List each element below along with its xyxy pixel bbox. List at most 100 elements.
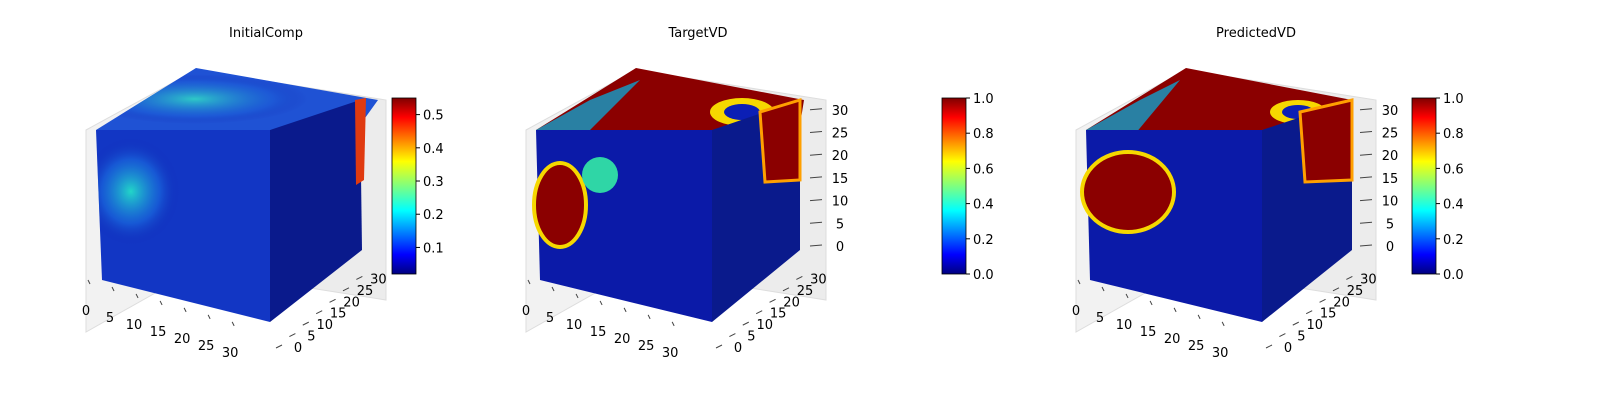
x-tick-mark	[159, 300, 163, 306]
cube-right-face	[270, 100, 362, 322]
y-tick-mark	[1265, 344, 1273, 349]
y-tick-mark	[782, 287, 790, 292]
z-tick-mark	[809, 108, 823, 111]
front-blob-hot	[1080, 150, 1176, 234]
x-tick-label: 20	[614, 332, 631, 347]
x-tick-mark	[87, 279, 91, 285]
z-tick-label: 30	[1382, 104, 1399, 119]
colorbar-tick-label: 0.8	[973, 127, 994, 142]
z-tick-label: 30	[832, 104, 849, 119]
x-tick-mark	[647, 314, 651, 320]
y-tick-mark	[289, 333, 296, 338]
x-tick-mark	[183, 307, 187, 313]
colorbar	[941, 97, 967, 275]
z-tick-label: 25	[1382, 127, 1399, 142]
z-tick-mark	[1359, 176, 1373, 179]
y-tick-mark	[769, 298, 776, 303]
y-tick-mark	[742, 321, 750, 326]
x-tick-label: 30	[222, 346, 239, 361]
colorbar-tick-label: 0.1	[423, 241, 444, 256]
y-tick-mark	[729, 333, 736, 338]
x-tick-label: 10	[1116, 318, 1133, 333]
z-tick-mark	[809, 221, 823, 224]
x-tick-label: 0	[82, 304, 90, 319]
y-tick-label: 25	[357, 284, 374, 299]
y-tick-mark	[302, 321, 310, 326]
colorbar	[391, 97, 417, 275]
z-tick-label: 15	[832, 172, 849, 187]
y-tick-label: 10	[757, 318, 774, 333]
top-ring-edge	[536, 80, 640, 140]
x-tick-label: 15	[150, 325, 167, 340]
x-tick-label: 5	[1096, 311, 1104, 326]
z-tick-mark	[1359, 131, 1373, 133]
x-tick-mark	[1125, 293, 1129, 299]
colorbar-tick-label: 0.8	[1443, 127, 1464, 142]
front-blob-warm	[582, 157, 618, 193]
z-tick-mark	[809, 244, 823, 247]
colorbar-ticks: 0.0 0.2 0.4 0.6 0.8 1.0	[966, 92, 994, 283]
y-tick-label: 5	[1297, 330, 1305, 345]
x-tick-label: 20	[174, 332, 191, 347]
z-tick-mark	[1359, 221, 1373, 224]
x-tick-label: 10	[126, 318, 143, 333]
z-tick-label: 10	[1382, 195, 1399, 210]
colorbar-tick-label: 0.0	[1443, 268, 1464, 283]
y-tick-label: 20	[1333, 295, 1350, 310]
x-tick-mark	[575, 293, 579, 299]
panel-initialcomp: InitialComp 0 5 10 15 20 25 30	[0, 0, 520, 400]
colorbar-ticks: 0.1 0.2 0.3 0.4 0.5	[416, 109, 444, 256]
x-tick-label: 15	[590, 325, 607, 340]
colorbar-tick-label: 0.3	[423, 175, 444, 190]
x-tick-label: 25	[198, 339, 215, 354]
x-tick-label: 25	[638, 339, 655, 354]
z-tick-label: 15	[1382, 172, 1399, 187]
z-tick-label: 5	[1386, 217, 1394, 232]
x-tick-mark	[671, 321, 675, 327]
y-tick-label: 15	[770, 307, 787, 322]
colorbar-tick-label: 0.0	[973, 268, 994, 283]
colorbar-tick-label: 0.2	[1443, 233, 1464, 248]
z-tick-label: 0	[836, 240, 844, 255]
chart-title: InitialComp	[229, 26, 303, 41]
y-tick-label: 5	[307, 330, 315, 345]
x-tick-label: 5	[546, 311, 554, 326]
x-ticks: 0 5 10 15 20 25 30	[1072, 279, 1228, 361]
x-tick-label: 15	[1140, 325, 1157, 340]
y-tick-mark	[1346, 275, 1353, 280]
y-tick-mark	[356, 275, 363, 280]
colorbar-tick-label: 1.0	[1443, 92, 1464, 107]
colorbar-tick-label: 0.2	[973, 233, 994, 248]
x-tick-mark	[231, 321, 235, 327]
colorbar	[1411, 97, 1437, 275]
y-tick-label: 30	[370, 272, 387, 287]
y-tick-label: 15	[330, 307, 347, 322]
z-ticks: 0 5 10 15 20 25 30	[1359, 104, 1399, 255]
y-tick-mark	[342, 287, 350, 292]
colorbar-tick-label: 0.5	[423, 109, 444, 124]
x-tick-mark	[207, 314, 211, 320]
y-tick-label: 15	[1320, 307, 1337, 322]
y-tick-label: 0	[294, 341, 302, 356]
y-tick-label: 20	[343, 295, 360, 310]
colorbar-tick-label: 0.4	[973, 198, 994, 213]
z-tick-mark	[809, 153, 823, 156]
z-tick-label: 5	[836, 217, 844, 232]
colorbar-tick-label: 1.0	[973, 92, 994, 107]
y-tick-mark	[715, 344, 723, 349]
y-tick-label: 0	[1284, 341, 1292, 356]
y-tick-label: 30	[810, 272, 827, 287]
top-ring-edge	[1086, 80, 1180, 140]
z-tick-label: 0	[1386, 240, 1394, 255]
y-tick-mark	[755, 310, 763, 315]
x-tick-mark	[599, 300, 603, 306]
z-tick-label: 25	[832, 127, 849, 142]
panel-targetvd: TargetVD 0 5 10 15 20 25 30 0 5 10 15 20 25 30 0 5 10 1…	[522, 26, 994, 361]
y-tick-mark	[275, 344, 283, 349]
y-tick-label: 30	[1360, 272, 1377, 287]
x-tick-label: 10	[566, 318, 583, 333]
x-tick-mark	[551, 286, 555, 292]
y-tick-mark	[329, 298, 336, 303]
